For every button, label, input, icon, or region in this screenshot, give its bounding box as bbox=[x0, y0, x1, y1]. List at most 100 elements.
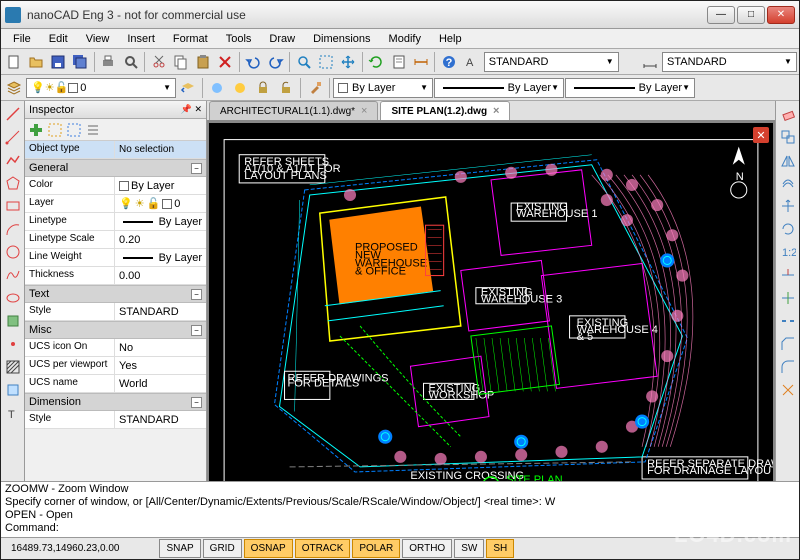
prop-thickness[interactable]: Thickness0.00 bbox=[25, 267, 206, 285]
mod-move-icon[interactable] bbox=[777, 195, 799, 217]
prop-linetype[interactable]: LinetypeBy Layer bbox=[25, 213, 206, 231]
tool-hatch-icon[interactable] bbox=[2, 356, 24, 378]
tool-polygon-icon[interactable] bbox=[2, 172, 24, 194]
status-osnap[interactable]: OSNAP bbox=[244, 539, 293, 558]
tool-block-icon[interactable] bbox=[2, 310, 24, 332]
command-window[interactable]: CLOSE - CloseZOOMW - Zoom WindowSpecify … bbox=[1, 481, 799, 537]
tool-line-icon[interactable] bbox=[2, 103, 24, 125]
zoom-rt-icon[interactable] bbox=[293, 51, 314, 73]
status-grid[interactable]: GRID bbox=[203, 539, 242, 558]
titlebar[interactable]: nanoCAD Eng 3 - not for commercial use —… bbox=[1, 1, 799, 29]
menu-format[interactable]: Format bbox=[165, 31, 216, 47]
mod-erase-icon[interactable] bbox=[777, 103, 799, 125]
collapse-icon[interactable]: − bbox=[191, 325, 202, 336]
tool-point-icon[interactable] bbox=[2, 333, 24, 355]
section-dimension[interactable]: Dimension− bbox=[25, 393, 206, 411]
inspector-header[interactable]: Inspector 📌 ✕ bbox=[25, 101, 206, 119]
mod-scale-icon[interactable]: 1:2 bbox=[777, 241, 799, 263]
prop-layer[interactable]: Layer💡☀🔓0 bbox=[25, 195, 206, 213]
dim-style-dropdown[interactable]: STANDARD▼ bbox=[662, 52, 797, 72]
close-button[interactable]: ✕ bbox=[767, 6, 795, 24]
mod-fillet-icon[interactable] bbox=[777, 356, 799, 378]
tool-text-icon[interactable]: T bbox=[2, 402, 24, 424]
undo-icon[interactable] bbox=[243, 51, 264, 73]
mod-break-icon[interactable] bbox=[777, 310, 799, 332]
layer-dropdown[interactable]: 💡☀🔓 0▼ bbox=[26, 78, 176, 98]
tool-ray-icon[interactable] bbox=[2, 126, 24, 148]
print-icon[interactable] bbox=[98, 51, 119, 73]
menu-dimensions[interactable]: Dimensions bbox=[305, 31, 378, 47]
color-dropdown[interactable]: By Layer▼ bbox=[333, 78, 433, 98]
mod-mirror-icon[interactable] bbox=[777, 149, 799, 171]
mod-rotate-icon[interactable] bbox=[777, 218, 799, 240]
save-icon[interactable] bbox=[47, 51, 68, 73]
maximize-button[interactable]: □ bbox=[737, 6, 765, 24]
style-icon[interactable]: A bbox=[462, 51, 483, 73]
prop-ucs-icon-on[interactable]: UCS icon OnNo bbox=[25, 339, 206, 357]
status-otrack[interactable]: OTRACK bbox=[295, 539, 351, 558]
section-text[interactable]: Text− bbox=[25, 285, 206, 303]
paste-icon[interactable] bbox=[193, 51, 214, 73]
close-doc-button[interactable]: ✕ bbox=[753, 127, 769, 143]
menu-help[interactable]: Help bbox=[431, 31, 470, 47]
copy-icon[interactable] bbox=[170, 51, 191, 73]
prop-style[interactable]: StyleSTANDARD bbox=[25, 411, 206, 429]
mod-copy-icon[interactable] bbox=[777, 126, 799, 148]
menu-tools[interactable]: Tools bbox=[218, 31, 260, 47]
layers-icon[interactable] bbox=[3, 77, 25, 99]
status-ortho[interactable]: ORTHO bbox=[402, 539, 452, 558]
tool-rect-icon[interactable] bbox=[2, 195, 24, 217]
collapse-icon[interactable]: − bbox=[191, 163, 202, 174]
lineweight-dropdown[interactable]: By Layer▼ bbox=[565, 78, 695, 98]
tab-close-icon[interactable]: × bbox=[361, 105, 367, 117]
help-icon[interactable]: ? bbox=[438, 51, 459, 73]
menu-file[interactable]: File bbox=[5, 31, 39, 47]
open-icon[interactable] bbox=[25, 51, 46, 73]
pan-icon[interactable] bbox=[338, 51, 359, 73]
pin-icon[interactable]: 📌 ✕ bbox=[181, 104, 202, 115]
insp-sel-icon[interactable] bbox=[46, 121, 64, 139]
section-misc[interactable]: Misc− bbox=[25, 321, 206, 339]
insp-list-icon[interactable] bbox=[84, 121, 102, 139]
tool-ellipse-icon[interactable] bbox=[2, 287, 24, 309]
layer-off-icon[interactable] bbox=[229, 77, 251, 99]
prop-color[interactable]: ColorBy Layer bbox=[25, 177, 206, 195]
status-sw[interactable]: SW bbox=[454, 539, 484, 558]
mod-extend-icon[interactable] bbox=[777, 287, 799, 309]
dim-style-icon[interactable] bbox=[640, 51, 661, 73]
menu-modify[interactable]: Modify bbox=[381, 31, 429, 47]
notes-icon[interactable] bbox=[388, 51, 409, 73]
linetype-dropdown[interactable]: By Layer▼ bbox=[434, 78, 564, 98]
prop-object-type[interactable]: Object type No selection bbox=[25, 141, 206, 159]
doc-tab[interactable]: SITE PLAN(1.2).dwg× bbox=[380, 101, 510, 120]
menu-view[interactable]: View bbox=[78, 31, 118, 47]
tool-circle-icon[interactable] bbox=[2, 241, 24, 263]
status-snap[interactable]: SNAP bbox=[159, 539, 200, 558]
status-polar[interactable]: POLAR bbox=[352, 539, 400, 558]
tab-close-icon[interactable]: × bbox=[493, 105, 499, 117]
prop-ucs-name[interactable]: UCS nameWorld bbox=[25, 375, 206, 393]
tool-pline-icon[interactable] bbox=[2, 149, 24, 171]
preview-icon[interactable] bbox=[120, 51, 141, 73]
mod-chamfer-icon[interactable] bbox=[777, 333, 799, 355]
text-style-dropdown[interactable]: STANDARD▼ bbox=[484, 52, 619, 72]
layer-prev-icon[interactable] bbox=[177, 77, 199, 99]
tool-region-icon[interactable] bbox=[2, 379, 24, 401]
new-icon[interactable] bbox=[3, 51, 24, 73]
doc-tab[interactable]: ARCHITECTURAL1(1.1).dwg*× bbox=[209, 101, 378, 120]
mod-trim-icon[interactable] bbox=[777, 264, 799, 286]
matchprop-icon[interactable] bbox=[304, 77, 326, 99]
layer-freeze-icon[interactable] bbox=[206, 77, 228, 99]
minimize-button[interactable]: — bbox=[707, 6, 735, 24]
layer-unlock-icon[interactable] bbox=[275, 77, 297, 99]
drawing-canvas[interactable]: ✕ NREFER SHEETSA1/10 & A1/11 FORLAYOUT P… bbox=[209, 123, 773, 481]
prop-ucs-per-viewport[interactable]: UCS per viewportYes bbox=[25, 357, 206, 375]
mod-explode-icon[interactable] bbox=[777, 379, 799, 401]
redo-icon[interactable] bbox=[265, 51, 286, 73]
tool-arc-icon[interactable] bbox=[2, 218, 24, 240]
tool-spline-icon[interactable] bbox=[2, 264, 24, 286]
prop-linetype-scale[interactable]: Linetype Scale0.20 bbox=[25, 231, 206, 249]
collapse-icon[interactable]: − bbox=[191, 289, 202, 300]
cut-icon[interactable] bbox=[148, 51, 169, 73]
menu-insert[interactable]: Insert bbox=[119, 31, 163, 47]
